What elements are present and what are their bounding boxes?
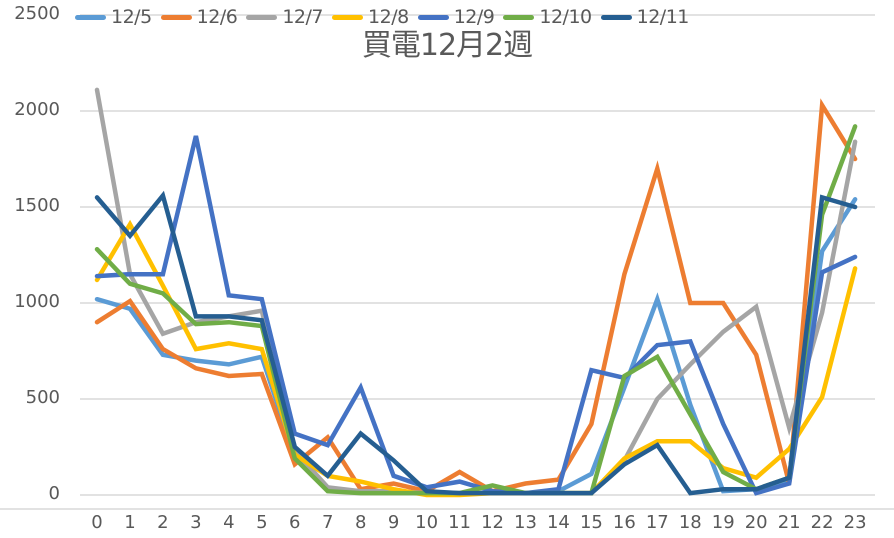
x-tick-label: 4: [223, 512, 235, 533]
x-tick-label: 18: [678, 512, 702, 533]
x-tick-label: 10: [415, 512, 439, 533]
legend-label: 12/5: [111, 6, 152, 28]
legend-label: 12/11: [636, 6, 690, 28]
x-tick-label: 16: [612, 512, 636, 533]
legend-item: 12/5: [75, 6, 152, 28]
x-tick-label: 11: [448, 512, 471, 533]
x-tick-label: 21: [777, 512, 801, 533]
legend-label: 12/7: [282, 6, 324, 28]
x-tick-label: 0: [91, 512, 103, 533]
series-line-12-10: [94, 124, 858, 496]
y-tick-label: 1000: [14, 291, 60, 312]
x-tick-label: 23: [843, 512, 867, 533]
y-tick-label: 0: [48, 483, 60, 504]
legend-label: 12/6: [196, 6, 238, 28]
legend-swatch-icon: [246, 14, 278, 20]
x-tick-label: 13: [514, 512, 537, 533]
legend-item: 12/8: [332, 6, 409, 28]
x-tick-label: 14: [546, 512, 570, 533]
x-tick-label: 1: [124, 512, 136, 533]
legend-item: 12/10: [503, 6, 592, 28]
series-line-12-11: [94, 190, 858, 496]
legend-swatch-icon: [503, 14, 535, 20]
x-tick-label: 20: [744, 512, 768, 533]
x-tick-label: 9: [387, 512, 400, 533]
legend-item: 12/6: [160, 6, 238, 28]
x-tick-label: 8: [354, 512, 367, 533]
series-line-12-8: [94, 219, 858, 498]
x-tick-label: 15: [579, 512, 603, 533]
legend-swatch-icon: [417, 14, 449, 20]
chart-legend: 12/5 12/6 12/7 12/8 12/9 12/10 12/11: [75, 4, 698, 30]
x-tick-label: 7: [321, 512, 334, 533]
y-tick-label: 500: [25, 387, 60, 408]
legend-swatch-icon: [600, 14, 632, 20]
x-tick-label: 17: [645, 512, 669, 533]
x-tick-label: 22: [810, 512, 834, 533]
y-tick-label: 2500: [14, 3, 60, 24]
legend-label: 12/9: [453, 6, 495, 28]
x-tick-label: 19: [711, 512, 735, 533]
series-line-12-9: [94, 135, 858, 496]
series-line-12-7: [94, 87, 858, 496]
legend-item: 12/7: [246, 6, 324, 28]
x-tick-label: 5: [256, 512, 268, 533]
x-tick-label: 3: [190, 512, 202, 533]
legend-item: 12/9: [417, 6, 495, 28]
chart-title: 買電12月2週: [361, 28, 533, 63]
legend-swatch-icon: [332, 14, 364, 20]
series-line-12-6: [94, 98, 858, 494]
legend-label: 12/8: [368, 6, 409, 28]
x-tick-label: 6: [289, 512, 301, 533]
legend-label: 12/10: [539, 6, 592, 28]
y-tick-label: 1500: [14, 195, 60, 216]
legend-swatch-icon: [160, 14, 192, 20]
legend-item: 12/11: [600, 6, 690, 28]
legend-swatch-icon: [75, 14, 106, 20]
x-tick-label: 2: [157, 512, 169, 533]
x-tick-label: 12: [481, 512, 504, 533]
y-tick-label: 2000: [14, 99, 60, 120]
